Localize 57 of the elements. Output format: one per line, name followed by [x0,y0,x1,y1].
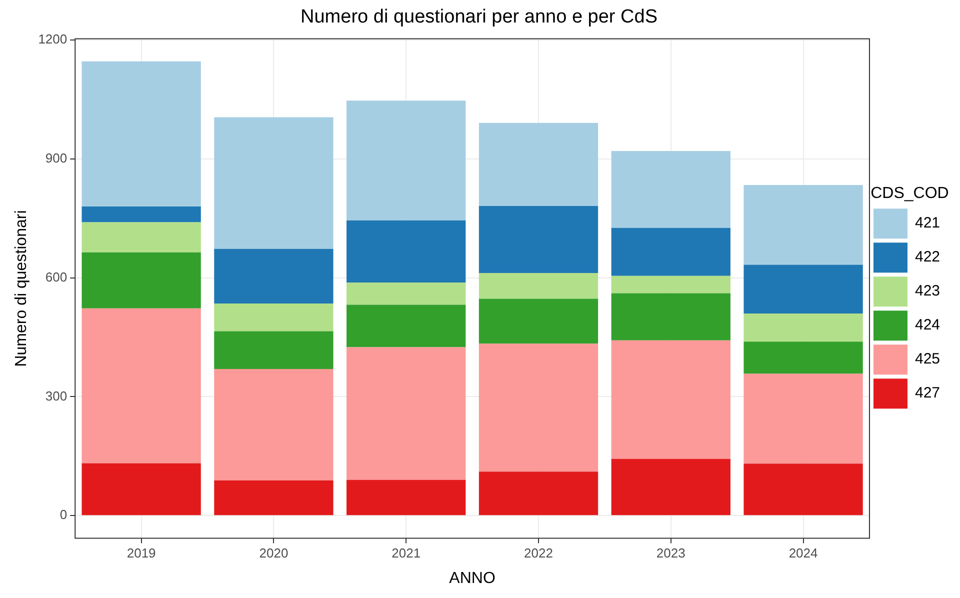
chart-title: Numero di questionari per anno e per CdS [300,6,658,28]
x-axis-title: ANNO [449,570,496,587]
bar [346,220,466,283]
bar [82,308,201,464]
bar [214,480,334,516]
bar [346,347,466,480]
bar [214,117,334,249]
x-tick-label: 2020 [259,546,288,561]
bar [214,331,334,369]
y-tick-label: 1200 [38,32,68,47]
bar [478,122,598,206]
y-axis-title: Numero di questionari [13,210,30,367]
y-tick-label: 0 [60,507,68,522]
legend-label: 421 [914,214,940,232]
bar [82,252,201,308]
bar [346,282,466,305]
bar [744,313,863,342]
legend-label: 427 [914,384,940,402]
bar [744,264,863,314]
bar [478,472,598,516]
bar [744,342,863,374]
bar [611,228,730,276]
bar [214,368,334,480]
bar [744,185,863,265]
y-tick-label: 600 [45,269,68,284]
bar [478,206,598,274]
x-tick-label: 2021 [392,546,421,561]
bar [478,344,598,472]
bar [478,273,598,299]
legend-title: CDS_COD [870,184,949,202]
bar [82,463,201,516]
y-tick-label: 300 [45,388,68,404]
bar [82,222,201,252]
bar [346,480,466,516]
legend-label: 424 [914,316,940,334]
bar [214,248,334,304]
legend-label: 422 [914,248,940,266]
bar [478,298,598,344]
bar [744,374,863,464]
bar [611,276,730,294]
bar [214,304,334,332]
x-tick-label: 2023 [656,546,686,561]
x-tick-label: 2019 [126,546,156,561]
legend-label: 425 [914,350,940,368]
y-tick-label: 900 [45,150,68,166]
bar [611,293,730,340]
bar [611,458,730,516]
bar [82,206,201,222]
legend-label: 423 [914,282,940,300]
bar [346,100,466,220]
bar [82,61,201,206]
bar [611,340,730,459]
bar [346,304,466,348]
bar [744,464,863,516]
x-tick-label: 2024 [788,546,818,561]
x-tick-label: 2022 [524,546,553,561]
bar [611,150,730,228]
